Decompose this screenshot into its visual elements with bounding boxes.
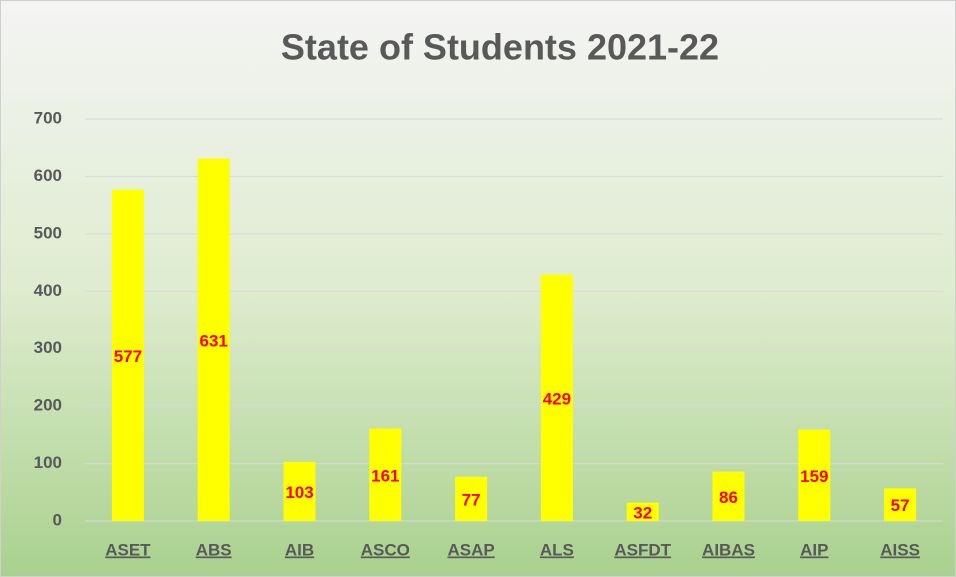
bar (111, 189, 144, 521)
data-label: 631 (200, 331, 228, 350)
bar (884, 488, 917, 521)
x-tick-label: ASCO (361, 540, 410, 559)
data-label: 577 (114, 347, 142, 366)
bar (540, 274, 573, 521)
x-tick-label: ASFDT (614, 540, 671, 559)
bar (283, 461, 316, 521)
x-tick-label: ASAP (447, 540, 494, 559)
x-tick-label: ASET (105, 540, 151, 559)
data-label: 32 (633, 503, 652, 522)
x-tick-label: AIBAS (702, 540, 755, 559)
bar (798, 429, 831, 521)
y-tick-label: 0 (53, 510, 62, 529)
y-tick-label: 200 (34, 396, 62, 415)
data-label: 86 (719, 488, 738, 507)
bar (369, 428, 402, 521)
data-label: 161 (371, 466, 399, 485)
chart-title: State of Students 2021-22 (281, 27, 719, 68)
x-tick-label: ALS (540, 540, 574, 559)
data-label: 429 (543, 389, 571, 408)
bar (455, 476, 488, 521)
x-tick-label: AIP (800, 540, 828, 559)
bar (626, 502, 659, 521)
bar (197, 158, 230, 521)
y-tick-label: 300 (34, 338, 62, 357)
data-label: 57 (891, 496, 910, 515)
x-tick-label: AIB (285, 540, 314, 559)
data-label: 77 (462, 490, 481, 509)
y-tick-label: 500 (34, 223, 62, 242)
y-tick-label: 700 (34, 108, 62, 127)
data-label: 103 (285, 483, 313, 502)
data-label: 159 (800, 467, 828, 486)
y-tick-label: 400 (34, 281, 62, 300)
y-tick-label: 100 (34, 453, 62, 472)
y-tick-label: 600 (34, 166, 62, 185)
bar (712, 471, 745, 521)
x-tick-label: AISS (880, 540, 920, 559)
x-tick-label: ABS (196, 540, 232, 559)
